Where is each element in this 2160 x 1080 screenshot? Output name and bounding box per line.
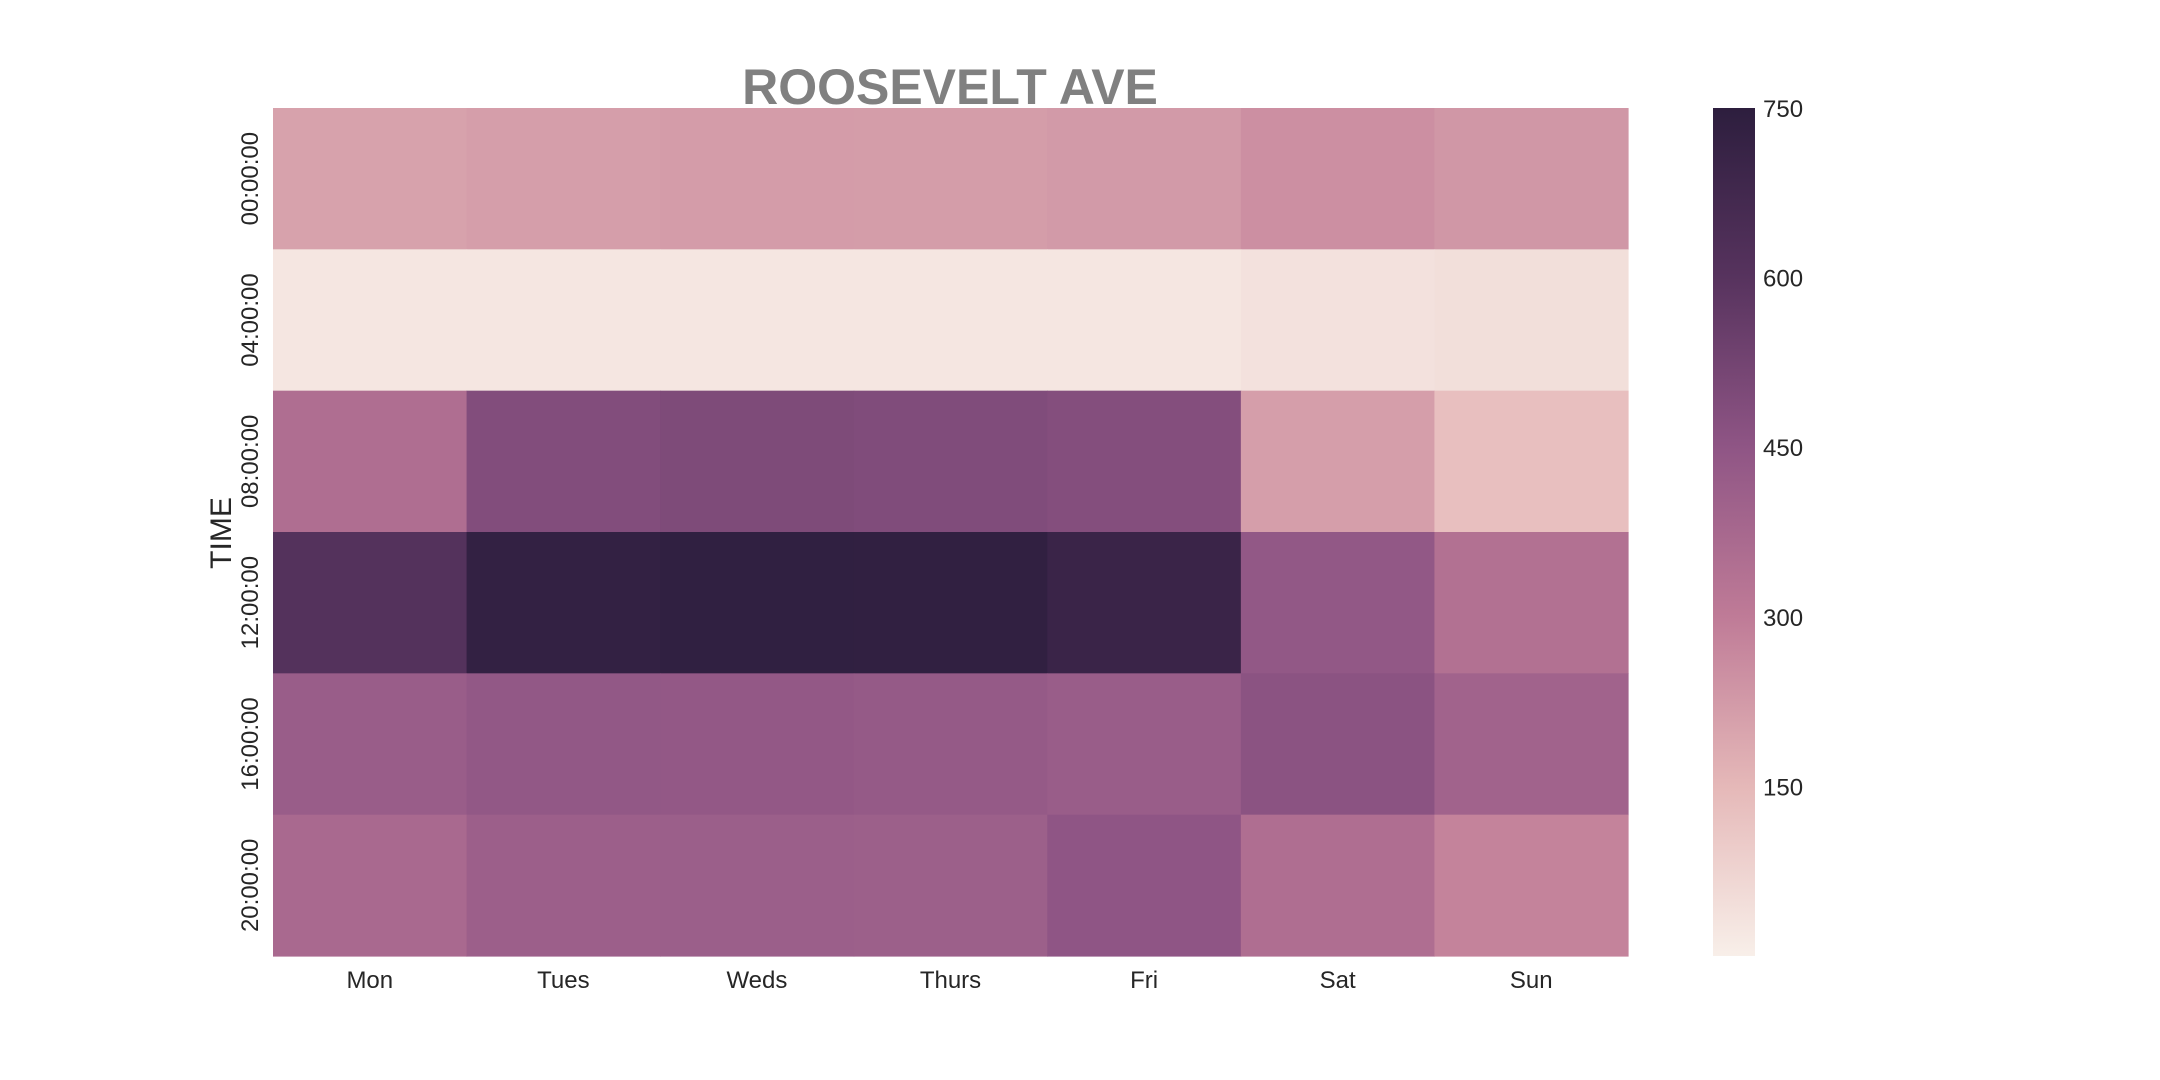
y-axis-label: TIME (205, 497, 238, 569)
heatmap-cell (273, 108, 468, 250)
colorbar-tick-label: 750 (1763, 96, 1803, 123)
colorbar-tick-label: 450 (1763, 435, 1803, 462)
heatmap-cell (273, 532, 468, 674)
heatmap-cell (1047, 249, 1242, 392)
heatmap-cell (660, 249, 855, 392)
heatmap-cell (660, 108, 855, 250)
heatmap-cell (853, 532, 1048, 674)
x-tick-label: Sat (1320, 967, 1356, 994)
heatmap-cell (853, 249, 1048, 392)
heatmap-cell (466, 814, 661, 957)
heatmap-cell (1240, 249, 1436, 392)
y-tick-label: 08:00:00 (237, 415, 264, 508)
y-tick-label: 20:00:00 (237, 839, 264, 932)
heatmap-cell (1047, 814, 1242, 957)
heatmap-cell (273, 673, 468, 816)
heatmap-cell (1434, 249, 1629, 392)
heatmap-cell (660, 532, 855, 674)
heatmap-cell (1047, 532, 1242, 674)
heatmap-cell (1240, 108, 1436, 250)
x-tick-label: Mon (346, 967, 393, 994)
heatmap-cell (466, 673, 661, 816)
heatmap-cell (1240, 814, 1436, 957)
heatmap-cell (853, 108, 1048, 250)
x-tick-label: Weds (726, 967, 787, 994)
heatmap-cell (1240, 673, 1436, 816)
heatmap-cell (1434, 814, 1629, 957)
heatmap-cell (1434, 673, 1629, 816)
colorbar-tick-label: 150 (1763, 774, 1803, 801)
y-tick-label: 12:00:00 (237, 556, 264, 649)
heatmap-cell (466, 108, 661, 250)
colorbar-tick-label: 600 (1763, 266, 1803, 293)
heatmap-cell (1047, 673, 1242, 816)
y-tick-label: 16:00:00 (237, 697, 264, 790)
heatmap-cell (1434, 532, 1629, 674)
heatmap-cell (853, 390, 1048, 533)
heatmap-cell (1434, 108, 1629, 250)
heatmap-cell (1047, 390, 1242, 533)
y-tick-label: 04:00:00 (237, 273, 264, 366)
colorbar-tick-labels: 150 300 450 600 750 (1763, 96, 1803, 801)
colorbar-tick-label: 300 (1763, 605, 1803, 632)
heatmap-cell (273, 390, 468, 533)
heatmap-cell (1047, 108, 1242, 250)
x-tick-label: Tues (537, 967, 589, 994)
x-tick-label: Fri (1130, 967, 1158, 994)
heatmap-cell (1240, 532, 1436, 674)
heatmap-cell (466, 249, 661, 392)
heatmap-cell (466, 532, 661, 674)
x-tick-labels: Mon Tues Weds Thurs Fri Sat Sun (346, 967, 1552, 994)
heatmap-cell (466, 390, 661, 533)
heatmap-cell (660, 814, 855, 957)
heatmap-cell (660, 673, 855, 816)
heatmap-cell (273, 249, 468, 392)
heatmap-cell (273, 814, 468, 957)
heatmap-cells (273, 108, 1629, 957)
heatmap-cell (1434, 390, 1629, 533)
colorbar (1713, 108, 1755, 956)
heatmap-cell (660, 390, 855, 533)
y-tick-labels: 00:00:00 04:00:00 08:00:00 12:00:00 16:00:00… (237, 132, 264, 932)
x-tick-label: Thurs (920, 967, 981, 994)
heatmap-cell (853, 814, 1048, 957)
chart-title: ROOSEVELT AVE (742, 59, 1158, 115)
heatmap-cell (1240, 390, 1436, 533)
x-tick-label: Sun (1510, 967, 1553, 994)
y-tick-label: 00:00:00 (237, 132, 264, 225)
heatmap-cell (853, 673, 1048, 816)
